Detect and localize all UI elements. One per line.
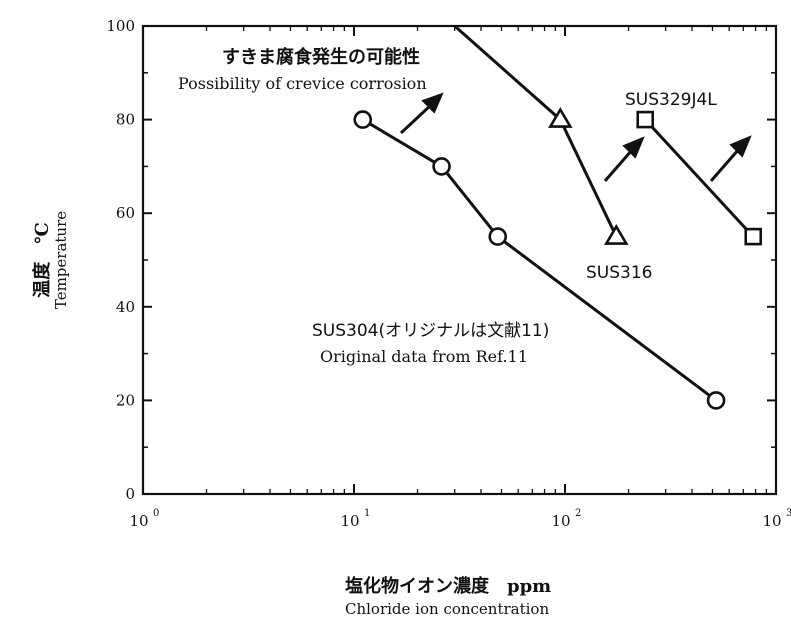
- annotation-en: Possibility of crevice corrosion: [178, 74, 427, 93]
- data-point-triangle: [548, 107, 573, 128]
- data-point-circle: [432, 157, 451, 176]
- series-line: [644, 118, 755, 238]
- data-point-circle: [706, 391, 726, 410]
- series-markers: [353, 107, 763, 410]
- corrosion-arrows: [399, 92, 752, 182]
- series-label-sus316: SUS316: [586, 263, 652, 283]
- x-tick-label-exponent: 1: [364, 508, 370, 519]
- series-subtitle-sus304: Original data from Ref.11: [320, 347, 528, 366]
- arrow-icon: [603, 136, 645, 182]
- x-tick-label: 10: [340, 512, 359, 530]
- data-point-circle: [353, 110, 373, 129]
- series-line: [453, 24, 618, 238]
- y-tick-label: 20: [116, 391, 135, 409]
- x-tick-label-exponent: 2: [575, 508, 581, 519]
- x-axis-title-en: Chloride ion concentration: [345, 600, 549, 618]
- y-tick-label: 100: [106, 17, 135, 35]
- x-tick-label: 10: [762, 512, 781, 530]
- y-tick-label: 0: [125, 485, 135, 503]
- series-line: [361, 118, 717, 402]
- data-point-square: [744, 227, 763, 246]
- data-point-triangle: [604, 224, 629, 245]
- arrow-icon: [709, 135, 752, 182]
- y-tick-label: 40: [116, 298, 135, 316]
- x-tick-label: 10: [129, 512, 148, 530]
- y-axis-title-jp: 温度 ℃: [31, 222, 53, 298]
- x-axis-title-jp: 塩化物イオン濃度 ppm: [345, 575, 551, 597]
- series-label-sus304: SUS304(オリジナルは文献11): [312, 321, 549, 341]
- data-point-circle: [488, 227, 508, 246]
- x-axis-ticks: 10 0 10 1 10 2 10 3: [129, 26, 791, 530]
- series-label-sus329j4l: SUS329J4L: [625, 90, 717, 110]
- annotation-jp: すきま腐食発生の可能性: [222, 46, 420, 68]
- y-tick-label: 80: [116, 111, 135, 129]
- data-point-square: [636, 110, 655, 129]
- y-axis-title: 温度 ℃ Temperature: [31, 211, 70, 309]
- x-tick-label-exponent: 0: [153, 508, 159, 519]
- x-tick-label: 10: [551, 512, 570, 530]
- x-tick-label-exponent: 3: [786, 508, 791, 519]
- y-tick-label: 60: [116, 204, 135, 222]
- y-axis-ticks: 0 20 40 60 80 100: [106, 17, 776, 503]
- arrow-icon: [399, 92, 444, 135]
- y-axis-title-en: Temperature: [52, 211, 70, 309]
